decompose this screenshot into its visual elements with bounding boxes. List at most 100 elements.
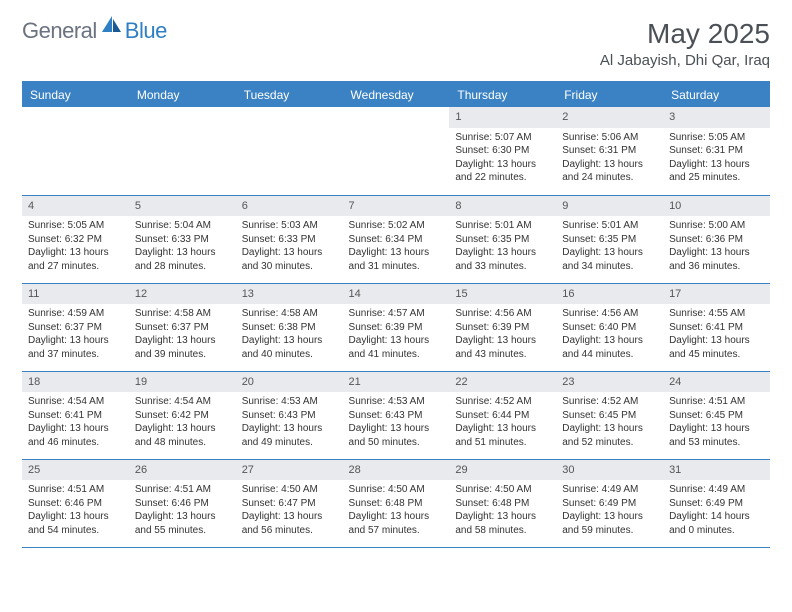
day-number: 24	[663, 372, 770, 393]
logo-text-1: General	[22, 18, 97, 44]
day-content: Sunrise: 4:56 AMSunset: 6:39 PMDaylight:…	[449, 304, 556, 364]
day-content: Sunrise: 5:04 AMSunset: 6:33 PMDaylight:…	[129, 216, 236, 276]
calendar-cell: 10Sunrise: 5:00 AMSunset: 6:36 PMDayligh…	[663, 195, 770, 283]
daylight-text: Daylight: 13 hours and 46 minutes.	[28, 422, 123, 449]
sunset-text: Sunset: 6:48 PM	[455, 497, 550, 511]
calendar-cell: 20Sunrise: 4:53 AMSunset: 6:43 PMDayligh…	[236, 371, 343, 459]
day-content: Sunrise: 4:53 AMSunset: 6:43 PMDaylight:…	[236, 392, 343, 452]
daylight-text: Daylight: 13 hours and 30 minutes.	[242, 246, 337, 273]
calendar-cell: 19Sunrise: 4:54 AMSunset: 6:42 PMDayligh…	[129, 371, 236, 459]
day-content: Sunrise: 4:50 AMSunset: 6:47 PMDaylight:…	[236, 480, 343, 540]
day-content: Sunrise: 4:53 AMSunset: 6:43 PMDaylight:…	[343, 392, 450, 452]
calendar-cell: 4Sunrise: 5:05 AMSunset: 6:32 PMDaylight…	[22, 195, 129, 283]
sunrise-text: Sunrise: 5:07 AM	[455, 131, 550, 145]
day-number: 13	[236, 284, 343, 305]
day-number: 20	[236, 372, 343, 393]
day-content: Sunrise: 5:03 AMSunset: 6:33 PMDaylight:…	[236, 216, 343, 276]
logo-sail-icon	[101, 15, 123, 38]
calendar-cell: 5Sunrise: 5:04 AMSunset: 6:33 PMDaylight…	[129, 195, 236, 283]
calendar-table: Sunday Monday Tuesday Wednesday Thursday…	[22, 81, 770, 548]
calendar-cell: 11Sunrise: 4:59 AMSunset: 6:37 PMDayligh…	[22, 283, 129, 371]
daylight-text: Daylight: 13 hours and 28 minutes.	[135, 246, 230, 273]
sunset-text: Sunset: 6:30 PM	[455, 144, 550, 158]
sunset-text: Sunset: 6:34 PM	[349, 233, 444, 247]
sunrise-text: Sunrise: 4:50 AM	[242, 483, 337, 497]
calendar-cell: 13Sunrise: 4:58 AMSunset: 6:38 PMDayligh…	[236, 283, 343, 371]
sunrise-text: Sunrise: 4:54 AM	[28, 395, 123, 409]
day-number: 31	[663, 460, 770, 481]
day-number: 17	[663, 284, 770, 305]
day-content: Sunrise: 5:05 AMSunset: 6:32 PMDaylight:…	[22, 216, 129, 276]
calendar-cell: 6Sunrise: 5:03 AMSunset: 6:33 PMDaylight…	[236, 195, 343, 283]
calendar-row: 11Sunrise: 4:59 AMSunset: 6:37 PMDayligh…	[22, 283, 770, 371]
daylight-text: Daylight: 13 hours and 52 minutes.	[562, 422, 657, 449]
sunrise-text: Sunrise: 4:56 AM	[455, 307, 550, 321]
month-title: May 2025	[600, 18, 770, 50]
daylight-text: Daylight: 13 hours and 24 minutes.	[562, 158, 657, 185]
sunrise-text: Sunrise: 4:49 AM	[669, 483, 764, 497]
day-content: Sunrise: 5:07 AMSunset: 6:30 PMDaylight:…	[449, 128, 556, 188]
day-content: Sunrise: 4:52 AMSunset: 6:44 PMDaylight:…	[449, 392, 556, 452]
daylight-text: Daylight: 13 hours and 59 minutes.	[562, 510, 657, 537]
daylight-text: Daylight: 13 hours and 58 minutes.	[455, 510, 550, 537]
daylight-text: Daylight: 13 hours and 22 minutes.	[455, 158, 550, 185]
day-number: 16	[556, 284, 663, 305]
day-number: 14	[343, 284, 450, 305]
sunrise-text: Sunrise: 4:51 AM	[669, 395, 764, 409]
calendar-cell: .	[22, 107, 129, 195]
calendar-cell: 8Sunrise: 5:01 AMSunset: 6:35 PMDaylight…	[449, 195, 556, 283]
day-number: 2	[556, 107, 663, 128]
sunrise-text: Sunrise: 4:53 AM	[349, 395, 444, 409]
calendar-cell: 3Sunrise: 5:05 AMSunset: 6:31 PMDaylight…	[663, 107, 770, 195]
day-number: 22	[449, 372, 556, 393]
day-number: 12	[129, 284, 236, 305]
daylight-text: Daylight: 13 hours and 56 minutes.	[242, 510, 337, 537]
sunset-text: Sunset: 6:46 PM	[135, 497, 230, 511]
calendar-cell: 24Sunrise: 4:51 AMSunset: 6:45 PMDayligh…	[663, 371, 770, 459]
day-number: 19	[129, 372, 236, 393]
day-number: 1	[449, 107, 556, 128]
logo: General Blue	[22, 18, 167, 44]
sunset-text: Sunset: 6:41 PM	[28, 409, 123, 423]
day-number: 5	[129, 196, 236, 217]
daylight-text: Daylight: 13 hours and 51 minutes.	[455, 422, 550, 449]
daylight-text: Daylight: 13 hours and 48 minutes.	[135, 422, 230, 449]
daylight-text: Daylight: 13 hours and 50 minutes.	[349, 422, 444, 449]
calendar-row: 25Sunrise: 4:51 AMSunset: 6:46 PMDayligh…	[22, 459, 770, 547]
logo-text-2: Blue	[125, 18, 167, 44]
day-content: Sunrise: 4:54 AMSunset: 6:41 PMDaylight:…	[22, 392, 129, 452]
day-content: Sunrise: 4:52 AMSunset: 6:45 PMDaylight:…	[556, 392, 663, 452]
sunrise-text: Sunrise: 4:53 AM	[242, 395, 337, 409]
calendar-cell: 18Sunrise: 4:54 AMSunset: 6:41 PMDayligh…	[22, 371, 129, 459]
weekday-header: Sunday	[22, 82, 129, 107]
sunrise-text: Sunrise: 4:50 AM	[455, 483, 550, 497]
day-content: Sunrise: 4:54 AMSunset: 6:42 PMDaylight:…	[129, 392, 236, 452]
sunset-text: Sunset: 6:49 PM	[669, 497, 764, 511]
sunset-text: Sunset: 6:39 PM	[349, 321, 444, 335]
sunrise-text: Sunrise: 4:54 AM	[135, 395, 230, 409]
sunrise-text: Sunrise: 4:52 AM	[562, 395, 657, 409]
sunrise-text: Sunrise: 5:05 AM	[28, 219, 123, 233]
sunset-text: Sunset: 6:45 PM	[669, 409, 764, 423]
sunset-text: Sunset: 6:33 PM	[135, 233, 230, 247]
daylight-text: Daylight: 13 hours and 45 minutes.	[669, 334, 764, 361]
sunset-text: Sunset: 6:43 PM	[349, 409, 444, 423]
daylight-text: Daylight: 13 hours and 57 minutes.	[349, 510, 444, 537]
day-number: 9	[556, 196, 663, 217]
sunset-text: Sunset: 6:31 PM	[669, 144, 764, 158]
day-content: Sunrise: 5:02 AMSunset: 6:34 PMDaylight:…	[343, 216, 450, 276]
calendar-cell: .	[236, 107, 343, 195]
sunrise-text: Sunrise: 5:03 AM	[242, 219, 337, 233]
sunrise-text: Sunrise: 5:06 AM	[562, 131, 657, 145]
calendar-cell: 9Sunrise: 5:01 AMSunset: 6:35 PMDaylight…	[556, 195, 663, 283]
day-content: Sunrise: 5:00 AMSunset: 6:36 PMDaylight:…	[663, 216, 770, 276]
sunset-text: Sunset: 6:38 PM	[242, 321, 337, 335]
calendar-row: 18Sunrise: 4:54 AMSunset: 6:41 PMDayligh…	[22, 371, 770, 459]
day-content: Sunrise: 4:59 AMSunset: 6:37 PMDaylight:…	[22, 304, 129, 364]
daylight-text: Daylight: 13 hours and 31 minutes.	[349, 246, 444, 273]
weekday-header: Tuesday	[236, 82, 343, 107]
calendar-cell: 25Sunrise: 4:51 AMSunset: 6:46 PMDayligh…	[22, 459, 129, 547]
day-number: 25	[22, 460, 129, 481]
day-number: 30	[556, 460, 663, 481]
day-content: Sunrise: 5:06 AMSunset: 6:31 PMDaylight:…	[556, 128, 663, 188]
